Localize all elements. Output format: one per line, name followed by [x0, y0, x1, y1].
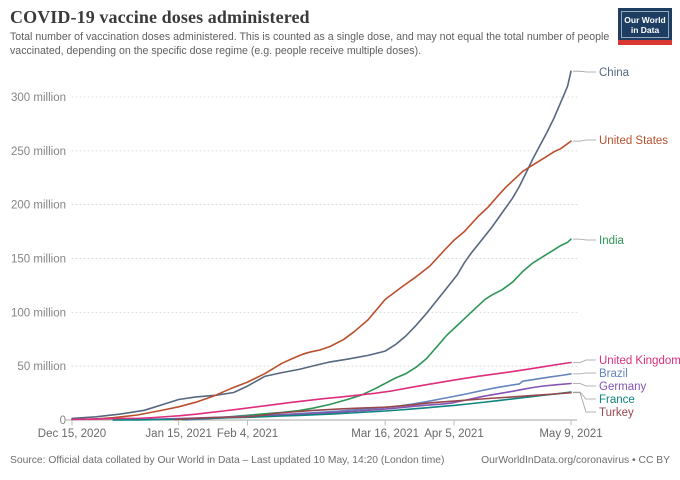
series-label-india[interactable]: India: [599, 235, 625, 247]
series-label-france[interactable]: France: [599, 394, 635, 406]
page-title: COVID-19 vaccine doses administered: [10, 7, 310, 27]
x-axis-label-dec-15-2020: Dec 15, 2020: [38, 428, 106, 440]
y-axis-label-100: 100 million: [11, 307, 66, 319]
series-label-turkey[interactable]: Turkey: [599, 407, 634, 419]
series-connector-china: [573, 70, 596, 73]
chart-subtitle-line2: vaccinated, depending on the specific do…: [10, 44, 422, 57]
x-axis-label-may-9-2021: May 9, 2021: [539, 428, 602, 440]
series-line-united-kingdom[interactable]: [71, 361, 572, 421]
x-axis-label-mar-16-2021: Mar 16, 2021: [351, 428, 419, 440]
owid-logo-text: Our World in Data: [621, 11, 669, 38]
chart-subtitle: Total number of vaccination doses admini…: [10, 31, 610, 58]
series-connector-france: [573, 391, 596, 400]
series-connector-turkey: [573, 392, 596, 413]
y-axis-label-300: 300 million: [11, 92, 66, 104]
series-label-united-kingdom[interactable]: United Kingdom: [599, 355, 680, 367]
owid-logo[interactable]: Our World in Data: [618, 8, 672, 45]
series-connector-united-kingdom: [573, 359, 596, 363]
license-link[interactable]: OurWorldInData.org/coronavirus • CC BY: [481, 455, 670, 466]
x-axis-label-apr-5-2021: Apr 5, 2021: [424, 428, 483, 440]
series-connector-germany: [573, 383, 596, 387]
y-axis-label-250: 250 million: [11, 146, 66, 158]
series-label-germany[interactable]: Germany: [599, 381, 647, 393]
owid-logo-line2: in Data: [630, 24, 660, 35]
x-axis-label-feb-4-2021: Feb 4, 2021: [217, 428, 278, 440]
series-label-china[interactable]: China: [599, 67, 630, 79]
owid-logo-red-bar: [618, 40, 672, 45]
y-axis-label-200: 200 million: [11, 200, 66, 212]
series-label-united-states[interactable]: United States: [599, 135, 668, 147]
series-line-turkey[interactable]: [174, 391, 572, 421]
source-note: Source: Official data collated by Our Wo…: [10, 455, 445, 466]
y-axis-label-150: 150 million: [11, 254, 66, 266]
owid-logo-line1: Our World: [624, 14, 666, 25]
series-line-united-states[interactable]: [88, 140, 572, 421]
y-axis-label-0: 0: [60, 415, 66, 427]
series-connector-united-states: [573, 139, 596, 142]
series-connector-brazil: [573, 372, 596, 375]
series-connector-india: [573, 238, 596, 241]
chart-subtitle-line1: Total number of vaccination doses admini…: [10, 31, 610, 43]
y-axis-label-50: 50 million: [17, 361, 66, 373]
x-axis-label-jan-15-2021: Jan 15, 2021: [145, 428, 212, 440]
series-label-brazil[interactable]: Brazil: [599, 368, 628, 380]
